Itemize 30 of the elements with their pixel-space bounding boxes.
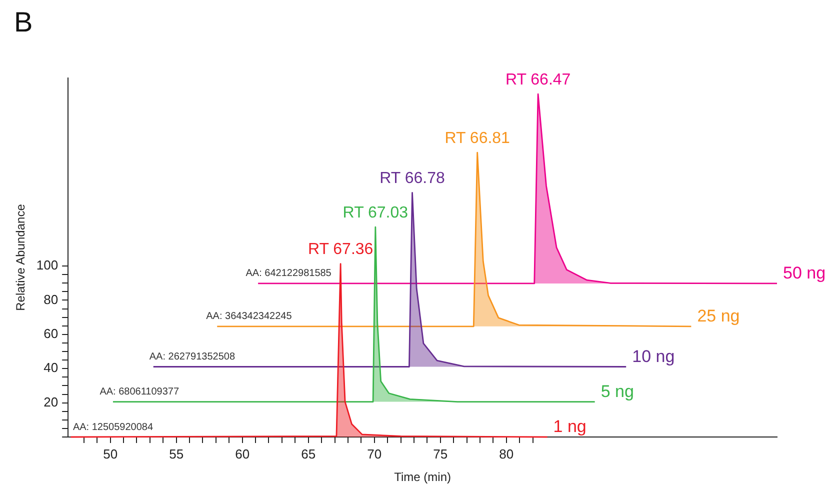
x-axis-title: Time (min) bbox=[394, 470, 451, 484]
annotation: AA: 642122981585 bbox=[246, 268, 332, 280]
y-axis-title: Relative Abundance bbox=[14, 204, 28, 311]
series-label: 1 ng bbox=[553, 417, 586, 436]
data-label: RT 66.81 bbox=[444, 130, 510, 147]
x-tick-label: 65 bbox=[301, 446, 316, 462]
data-label: RT 67.36 bbox=[308, 241, 374, 258]
annotation: AA: 68061109377 bbox=[100, 386, 180, 398]
x-tick-label: 55 bbox=[169, 446, 184, 462]
y-tick-label: 80 bbox=[44, 292, 58, 307]
x-tick-label: 50 bbox=[103, 446, 118, 462]
x-tick-label: 60 bbox=[235, 446, 250, 462]
y-tick-label: 20 bbox=[44, 394, 58, 410]
annotation: AA: 262791352508 bbox=[149, 351, 236, 362]
x-tick-label: 75 bbox=[433, 446, 448, 462]
series-label: 25 ng bbox=[697, 306, 740, 326]
x-tick-label: 80 bbox=[499, 446, 514, 462]
y-tick-label: 60 bbox=[44, 326, 58, 342]
x-tick-label: 70 bbox=[367, 446, 382, 462]
y-tick-label: 40 bbox=[44, 360, 58, 376]
series-label: 5 ng bbox=[600, 382, 634, 401]
y-tick-label: 100 bbox=[36, 258, 58, 273]
series-label: 10 ng bbox=[632, 346, 675, 366]
text: B bbox=[14, 6, 33, 38]
data-label: RT 67.03 bbox=[342, 204, 408, 222]
annotation: AA: 364342342245 bbox=[206, 311, 292, 322]
data-label: RT 66.78 bbox=[380, 170, 445, 188]
data-label: RT 66.47 bbox=[505, 71, 571, 88]
annotation: AA: 12505920084 bbox=[72, 422, 154, 433]
series-label: 50 ng bbox=[783, 264, 826, 283]
